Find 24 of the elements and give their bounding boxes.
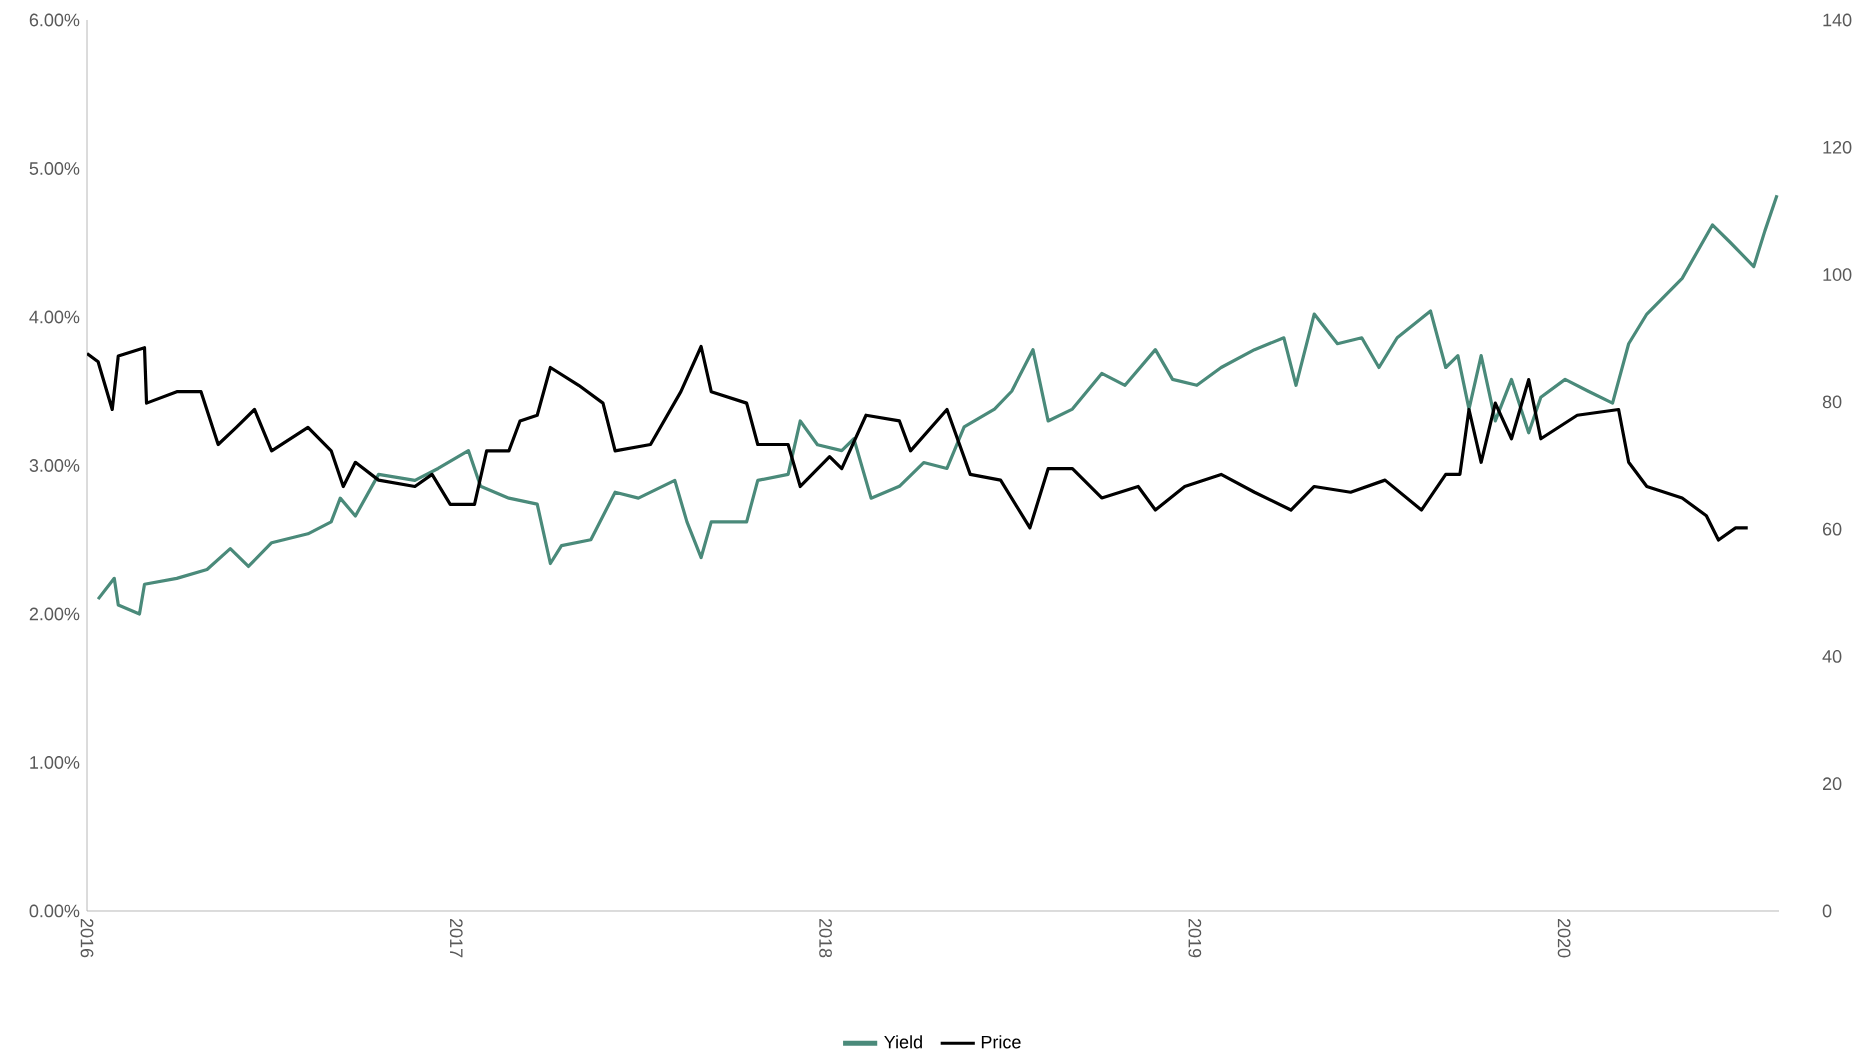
y-tick-label: 1.00% (30, 755, 80, 769)
y2-tick-label: 20 (1822, 777, 1842, 790)
x-tick-label: 2017 (449, 918, 463, 958)
y-tick-label: 6.00% (29, 13, 80, 27)
legend-label: Yield (884, 1035, 922, 1049)
y-tick-label: 3.00% (29, 458, 80, 472)
line-series (87, 344, 1750, 542)
x-tick-label: 2019 (1188, 918, 1202, 958)
y2-tick-label: 0 (1822, 904, 1832, 918)
legend-label: Price (981, 1035, 1021, 1049)
x-tick-label: 2018 (819, 918, 832, 958)
y-tick-label: 0.00% (29, 904, 80, 918)
y-tick-label: 5.00% (29, 161, 80, 175)
y2-tick-label: 40 (1822, 649, 1842, 663)
y2-tick-label: 60 (1822, 522, 1842, 536)
y2-tick-label: 140 (1823, 13, 1852, 27)
line-series (96, 193, 1779, 616)
y2-tick-label: 80 (1822, 395, 1842, 409)
y2-tick-label: 100 (1823, 268, 1852, 281)
y-tick-label: 2.00% (29, 607, 80, 621)
x-tick-label: 2016 (80, 918, 94, 958)
x-tick-label: 2020 (1557, 918, 1571, 958)
y-tick-label: 4.00% (29, 310, 80, 324)
y2-tick-label: 120 (1823, 140, 1852, 154)
